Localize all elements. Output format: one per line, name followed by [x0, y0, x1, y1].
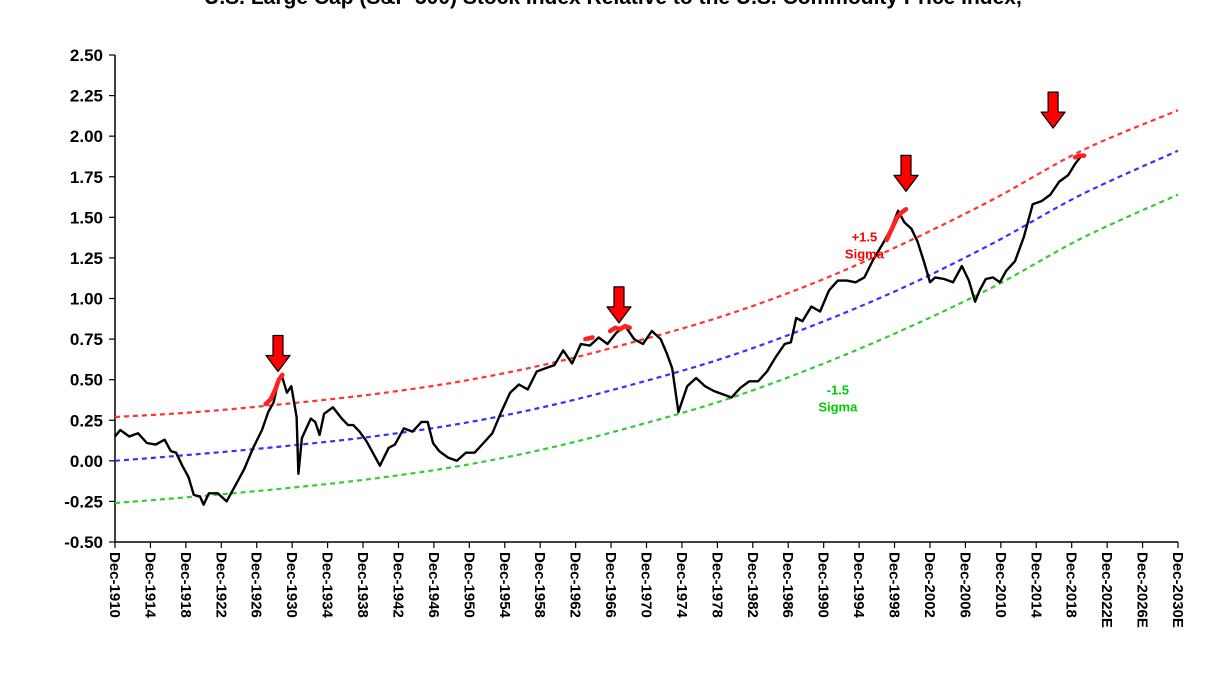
x-tick-label: Dec-1970	[638, 552, 655, 618]
down-arrow-icon	[265, 334, 291, 373]
x-tick-label: Dec-1934	[319, 552, 336, 619]
x-tick-label: Dec-1938	[354, 552, 371, 618]
x-tick-label: Dec-2030E	[1169, 552, 1186, 628]
peak-highlight	[583, 335, 595, 342]
x-tick-label: Dec-1986	[779, 552, 796, 618]
x-tick-label: Dec-1914	[141, 552, 158, 619]
chart-title: U.S. Large Cap (S&P 500) Stock Index Rel…	[0, 0, 1226, 10]
x-tick-label: Dec-1990	[815, 552, 832, 618]
x-tick-label: Dec-1958	[531, 552, 548, 618]
x-tick-label: Dec-1966	[602, 552, 619, 618]
down-arrow-icon	[606, 286, 632, 324]
y-tick-label: 0.00	[70, 452, 103, 471]
y-tick-label: -0.50	[64, 533, 103, 552]
y-tick-label: 1.00	[70, 290, 103, 309]
sigma-label-word: Sigma	[845, 247, 885, 262]
series-line	[114, 154, 1083, 506]
x-tick-label: Dec-2002	[921, 552, 938, 618]
band-line-0	[114, 109, 1179, 419]
annotation-layer: +1.5 Sigma -1.5 Sigma	[818, 230, 884, 415]
y-tick-label: 0.75	[70, 330, 103, 349]
highlight-layer	[263, 153, 1087, 407]
x-tick-label: Dec-1974	[673, 552, 690, 619]
y-tick-label: -0.25	[64, 492, 103, 511]
peak-highlight	[263, 372, 285, 407]
x-tick-label: Dec-2006	[956, 552, 973, 618]
series-layer	[114, 154, 1083, 506]
axes: 2.50 2.25 2.00 1.75 1.50 1.25 1.00 0.75 0.50 0.25…	[64, 46, 1186, 628]
sigma-label-value: +1.5	[852, 230, 878, 245]
peak-highlight	[884, 206, 909, 243]
y-tick-label: 2.50	[70, 46, 103, 65]
down-arrow-icon	[893, 154, 919, 192]
peak-highlight	[607, 323, 632, 334]
y-tick-label: 2.25	[70, 87, 103, 106]
x-tick-label: Dec-1926	[248, 552, 265, 618]
x-tick-label: Dec-2026E	[1134, 552, 1151, 628]
band-line-1	[114, 149, 1179, 462]
arrow-layer	[265, 91, 1066, 373]
x-tick-label: Dec-1942	[389, 552, 406, 618]
x-tick-label: Dec-1922	[212, 552, 229, 618]
x-tick-label: Dec-2022E	[1098, 552, 1115, 628]
x-tick-label: Dec-1994	[850, 552, 867, 619]
y-tick-label: 1.75	[70, 168, 103, 187]
x-tick-label: Dec-1918	[177, 552, 194, 618]
band-line-2	[114, 193, 1179, 505]
down-arrow-icon	[1040, 91, 1066, 129]
x-tick-label: Dec-1998	[886, 552, 903, 618]
y-tick-label: 1.25	[70, 249, 103, 268]
sigma-label-word: Sigma	[818, 399, 858, 414]
x-tick-label: Dec-2010	[992, 552, 1009, 618]
x-tick-label: Dec-1982	[744, 552, 761, 618]
peak-highlight	[1072, 153, 1087, 160]
x-tick-label: Dec-1962	[567, 552, 584, 618]
y-tick-label: 0.50	[70, 371, 103, 390]
x-tick-label: Dec-1954	[496, 552, 513, 619]
x-tick-label: Dec-1946	[425, 552, 442, 618]
x-tick-label: Dec-1950	[460, 552, 477, 618]
y-tick-label: 0.25	[70, 411, 103, 430]
sigma-label-value: -1.5	[827, 382, 849, 397]
x-tick-label: Dec-1910	[106, 552, 123, 618]
x-tick-label: Dec-2018	[1063, 552, 1080, 618]
x-tick-label: Dec-1930	[283, 552, 300, 618]
x-tick-label: Dec-2014	[1027, 552, 1044, 619]
x-tick-label: Dec-1978	[708, 552, 725, 618]
y-tick-label: 2.00	[70, 127, 103, 146]
y-tick-label: 1.50	[70, 208, 103, 227]
sigma-bands	[114, 109, 1179, 505]
